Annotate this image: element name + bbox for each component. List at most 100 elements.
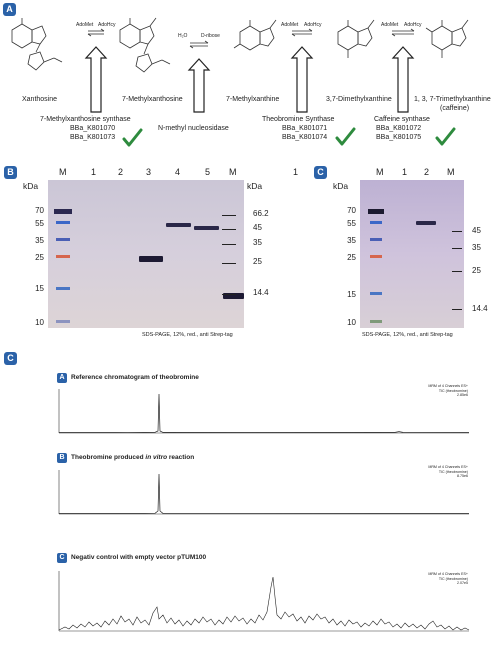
marker-left: 10 [347,318,356,327]
panel-c-badge: C [314,166,327,179]
marker-left: 55 [35,219,44,228]
compound-3-7-dimethylxanthine: 3,7-Dimethylxanthine [326,96,392,103]
marker-right: 25 [472,266,481,275]
part-bba-k801070: BBa_K801070 [70,125,116,132]
lane-label: 1 [91,167,97,177]
marker-right: 25 [253,257,262,266]
marker-left: 15 [347,290,356,299]
marker-left: 25 [35,253,44,262]
marker-left: 10 [35,318,44,327]
lane-label: M [229,167,237,177]
marker-right: 14.4 [472,304,488,313]
marker-tick [222,263,236,264]
caffeine-structure [425,19,469,58]
reaction-1-right: AdoHcy [98,22,116,28]
panel-b-unit-left: kDa [23,181,39,191]
methylxanthosine-structure [119,17,171,73]
lane-label: M [59,167,67,177]
marker-tick [452,309,462,310]
lane-label: 4 [175,167,181,177]
marker-tick [222,215,236,216]
check-icon [435,127,456,146]
chart-2-title: Theobromine produced in vitro reaction [71,454,195,461]
marker-tick [452,231,462,232]
reaction-4-left: AdoMet [381,22,399,28]
marker-right: 66.2 [253,209,269,218]
marker-right: 35 [472,243,481,252]
chromatogram-1 [58,389,470,434]
chart-1-badge: A [57,373,67,383]
enzyme-arrows [84,46,415,113]
compound-caffeine-note: (caffeine) [440,105,470,112]
enzyme-theobromine-synthase: Theobromine Synthase [262,116,335,123]
lane-label: 3 [146,167,152,177]
reaction-2-right: D-ribose [201,33,220,39]
marker-left: 70 [347,206,356,215]
theobromine-structure [337,19,375,58]
lane-label: M [447,167,455,177]
enzyme-caffeine-synthase: Caffeine synthase [374,116,430,123]
check-icon [335,127,356,146]
chromatogram-2 [58,470,470,515]
part-bba-k801072: BBa_K801072 [376,125,422,132]
marker-right: 35 [253,238,262,247]
lane-label: 2 [424,167,430,177]
western-blot-c [360,180,464,328]
compound-7-methylxanthosine: 7-Methylxanthosine [122,96,183,103]
chart-3-legend: MRM of 4 Channels ES+ TIC (theobromine) … [428,572,468,585]
part-bba-k801071: BBa_K801071 [282,125,328,132]
gel-c-caption: SDS-PAGE, 12%, red., anti Strep-tag [362,332,453,338]
marker-right: 14.4 [253,288,269,297]
methylxanthine-structure [233,19,277,51]
marker-right: 45 [253,223,262,232]
marker-left: 25 [347,253,356,262]
marker-left: 35 [35,236,44,245]
marker-left: 55 [347,219,356,228]
compound-7-methylxanthine: 7-Methylxanthine [226,96,280,103]
gel-b-caption: SDS-PAGE, 12%, red., anti Strep-tag [142,332,233,338]
reaction-3-left: AdoMet [281,22,299,28]
part-bba-k801073: BBa_K801073 [70,134,116,141]
lane-label: 5 [205,167,211,177]
panel-a-badge: A [3,3,16,16]
marker-right: 45 [472,226,481,235]
compound-xanthosine: Xanthosine [22,96,58,103]
lane-label: M [376,167,384,177]
lane-label-extra: 1 [293,167,299,177]
western-blot-b [48,180,244,328]
panel-b-badge: B [4,166,17,179]
panel-b-unit-right: kDa [247,181,263,191]
reaction-2-left: H₂O [178,33,188,39]
marker-tick [452,271,462,272]
chart-2-badge: B [57,453,67,463]
marker-tick [222,294,236,295]
enzyme-n-methyl-nucleosidase: N-methyl nucleosidase [158,125,229,132]
chart-1-legend: MRM of 4 Channels ES+ TIC (theobromine) … [428,384,468,397]
marker-tick [222,229,236,230]
compound-caffeine: 1, 3, 7-Trimethylxanthine [414,96,491,103]
reaction-1-left: AdoMet [76,22,94,28]
lane-label: 2 [118,167,124,177]
marker-left: 35 [347,236,356,245]
pathway-structures [11,17,469,147]
check-icon [122,128,143,147]
panel-chrom-badge: C [4,352,17,365]
reaction-3-right: AdoHcy [304,22,322,28]
part-bba-k801075: BBa_K801075 [376,134,422,141]
enzyme-7-methylxanthosine-synthase: 7-Methylxanthosine synthase [40,116,131,123]
chart-3-title: Negativ control with empty vector pTUM10… [71,554,207,561]
marker-left: 15 [35,284,44,293]
marker-tick [452,248,462,249]
chart-1-title: Reference chromatogram of theobromine [71,374,199,381]
chromatogram-3 [58,571,470,632]
marker-tick [222,244,236,245]
chart-2-legend: MRM of 4 Channels ES+ TIC (theobromine) … [428,465,468,478]
xanthosine-structure [11,18,63,71]
marker-left: 70 [35,206,44,215]
part-bba-k801074: BBa_K801074 [282,134,328,141]
chart-3-badge: C [57,553,67,563]
lane-label: 1 [402,167,408,177]
panel-c-unit: kDa [333,181,349,191]
reaction-arrows [87,28,415,49]
reaction-4-right: AdoHcy [404,22,422,28]
